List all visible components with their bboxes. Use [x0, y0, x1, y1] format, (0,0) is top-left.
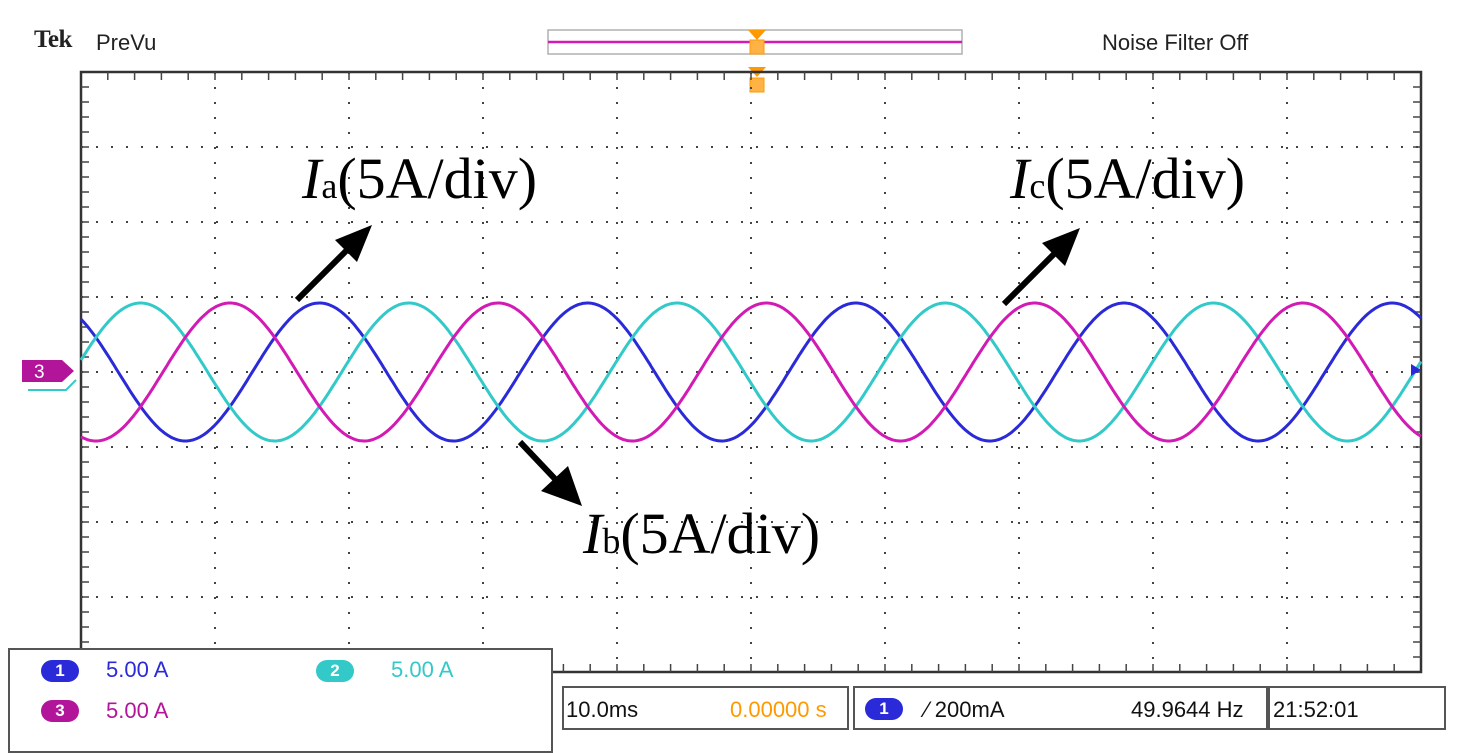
channel-1-scale: 5.00 A	[106, 657, 169, 682]
timebase-panel[interactable]	[562, 686, 849, 730]
ia-label: Ia(5A/div)	[302, 146, 538, 211]
brand-logo: Tek	[34, 26, 72, 53]
channel-1-badge[interactable]: 1	[41, 660, 79, 682]
trigger-panel[interactable]	[853, 686, 1268, 730]
channel-3-badge[interactable]: 3	[41, 700, 79, 722]
channel-3-scale: 5.00 A	[106, 698, 169, 723]
noise-filter-status: Noise Filter Off	[1102, 30, 1249, 55]
ia-arrow	[294, 225, 372, 303]
waveform-ic	[80, 301, 1422, 443]
trigger-frequency: 49.9644 Hz	[1131, 697, 1244, 722]
acquisition-mode: PreVu	[96, 30, 157, 55]
clock-time: 21:52:01	[1273, 697, 1359, 722]
trigger-source-badge: 1	[865, 698, 903, 720]
clock-panel	[1268, 686, 1446, 730]
channel-2-scale: 5.00 A	[391, 657, 454, 682]
ground-marker-label: 3	[34, 362, 45, 383]
trigger-position-icon[interactable]	[748, 30, 766, 55]
waveform-ib	[79, 301, 1423, 443]
horizontal-position: 0.00000 s	[730, 697, 827, 722]
waveform-traces	[79, 301, 1423, 443]
ib-arrow	[517, 439, 582, 506]
time-per-division: 10.0ms	[566, 697, 639, 722]
channel-2-badge[interactable]: 2	[316, 660, 354, 682]
ic-label: Ic(5A/div)	[1010, 146, 1246, 211]
ic-arrow	[1001, 228, 1080, 307]
channel-3-ground-marker[interactable]: 3	[22, 360, 77, 391]
trigger-level: ⁄ 200mA	[925, 697, 1005, 722]
ib-label: Ib(5A/div)	[583, 501, 821, 566]
channel-scale-panel	[8, 648, 553, 753]
trigger-level-marker	[1411, 364, 1421, 376]
waveform-ia	[79, 301, 1423, 443]
